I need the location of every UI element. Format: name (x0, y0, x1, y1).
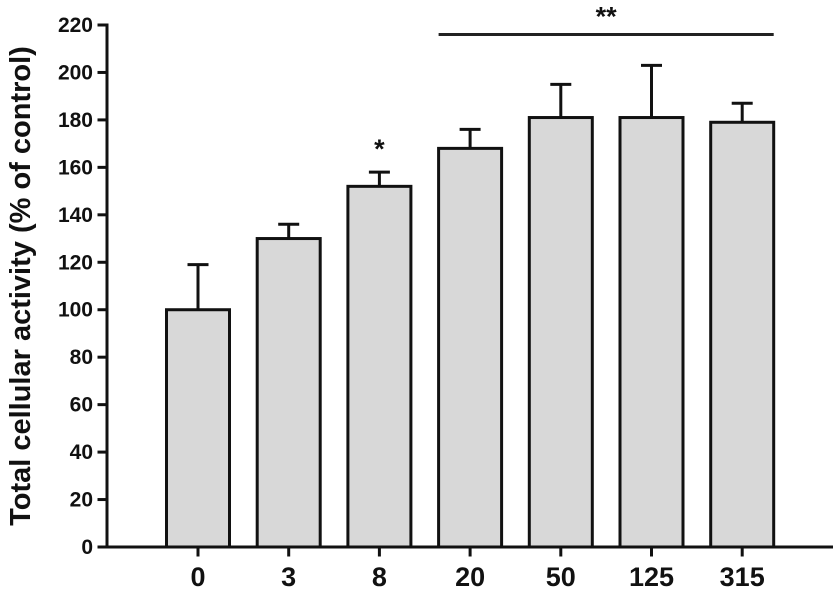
bar (618, 116, 685, 549)
y-tick-label: 20 (70, 489, 93, 512)
x-tick-label: 3 (281, 562, 296, 592)
x-tick-label: 20 (455, 562, 485, 592)
bar (165, 308, 231, 549)
x-tick-label: 8 (372, 562, 387, 592)
bar (346, 184, 413, 549)
bar (437, 146, 504, 549)
y-axis-title: Total cellular activity (% of control) (5, 46, 37, 526)
bar (527, 116, 594, 549)
y-tick-label: 140 (58, 204, 93, 227)
y-tick-label: 180 (58, 109, 93, 132)
x-tick-label: 0 (190, 562, 205, 592)
y-tick-label: 100 (58, 299, 93, 322)
significance-star: * (374, 134, 385, 164)
x-tick-label: 50 (546, 562, 576, 592)
bar (709, 120, 776, 549)
y-tick-label: 40 (70, 441, 93, 464)
y-tick-label: 160 (58, 156, 93, 179)
y-tick-label: 220 (58, 14, 93, 37)
bar (255, 237, 322, 549)
y-tick-label: 60 (70, 394, 93, 417)
x-tick-label: 125 (629, 562, 674, 592)
y-tick-label: 0 (81, 536, 93, 559)
y-tick-label: 80 (70, 346, 93, 369)
y-tick-label: 120 (58, 251, 93, 274)
significance-double-star: ** (596, 1, 618, 31)
y-tick-label: 200 (58, 61, 93, 84)
x-tick-label: 315 (720, 562, 765, 592)
